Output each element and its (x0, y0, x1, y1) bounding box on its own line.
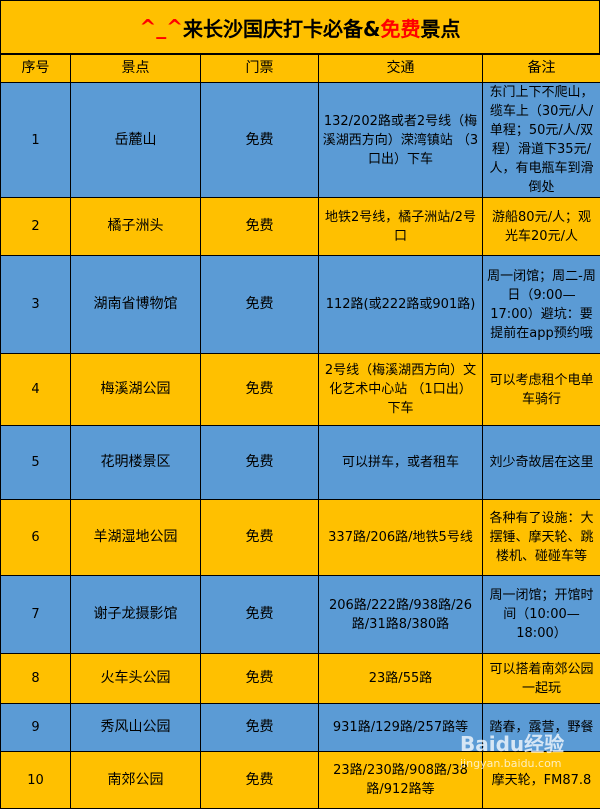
cell-name: 火车头公园 (71, 654, 201, 704)
cell-note: 可以搭着南郊公园一起玩 (483, 654, 600, 704)
title-suffix: 景点 (420, 13, 460, 42)
cell-name: 谢子龙摄影馆 (71, 576, 201, 654)
title-main: 来长沙国庆打卡必备& (183, 13, 380, 42)
cell-ticket: 免费 (201, 704, 319, 752)
cell-transport: 23路/230路/908路/38路/912路等 (319, 752, 483, 809)
cell-name: 岳麓山 (71, 83, 201, 198)
cell-transport: 可以拼车，或者租车 (319, 426, 483, 500)
header-ticket: 门票 (201, 55, 319, 83)
cell-note: 东门上下不爬山，缆车上（30元/人/单程；50元/人/双程）滑道下35元/人，有… (483, 83, 600, 198)
cell-note: 可以考虑租个电单车骑行 (483, 354, 600, 426)
cell-name: 花明楼景区 (71, 426, 201, 500)
title-highlight: 免费 (380, 13, 420, 42)
cell-no: 4 (1, 354, 71, 426)
cell-no: 1 (1, 83, 71, 198)
cell-ticket: 免费 (201, 654, 319, 704)
cell-note: 周一闭馆；周二-周日（9:00—17:00）避坑：要提前在app预约哦 (483, 256, 600, 354)
cell-no: 5 (1, 426, 71, 500)
cell-no: 7 (1, 576, 71, 654)
cell-name: 橘子洲头 (71, 198, 201, 256)
cell-no: 10 (1, 752, 71, 809)
cell-note: 周一闭馆；开馆时间（10:00—18:00） (483, 576, 600, 654)
cell-transport: 132/202路或者2号线（梅溪湖西方向）溁湾镇站 （3口出）下车 (319, 83, 483, 198)
cell-ticket: 免费 (201, 256, 319, 354)
cell-note: 游船80元/人；观光车20元/人 (483, 198, 600, 256)
cell-note: 各种有了设施：大摆锤、摩天轮、跳楼机、碰碰车等 (483, 500, 600, 576)
cell-note: 摩天轮，FM87.8 (483, 752, 600, 809)
cell-no: 2 (1, 198, 71, 256)
cell-name: 秀风山公园 (71, 704, 201, 752)
header-note: 备注 (483, 55, 600, 83)
cell-transport: 337路/206路/地铁5号线 (319, 500, 483, 576)
cell-no: 3 (1, 256, 71, 354)
title-emoticon: ^_^ (140, 15, 184, 39)
cell-name: 梅溪湖公园 (71, 354, 201, 426)
cell-name: 南郊公园 (71, 752, 201, 809)
cell-transport: 112路(或222路或901路) (319, 256, 483, 354)
page-title: ^_^ 来长沙国庆打卡必备& 免费 景点 (0, 0, 600, 54)
table-header: 序号 景点 门票 交通 备注 (1, 55, 600, 83)
cell-name: 羊湖湿地公园 (71, 500, 201, 576)
cell-name: 湖南省博物馆 (71, 256, 201, 354)
cell-ticket: 免费 (201, 198, 319, 256)
cell-ticket: 免费 (201, 576, 319, 654)
header-no: 序号 (1, 55, 71, 83)
cell-no: 8 (1, 654, 71, 704)
cell-no: 6 (1, 500, 71, 576)
cell-transport: 931路/129路/257路等 (319, 704, 483, 752)
cell-ticket: 免费 (201, 426, 319, 500)
cell-ticket: 免费 (201, 500, 319, 576)
cell-transport: 206路/222路/938路/26路/31路8/380路 (319, 576, 483, 654)
cell-note: 踏春，露营，野餐 (483, 704, 600, 752)
cell-ticket: 免费 (201, 83, 319, 198)
cell-note: 刘少奇故居在这里 (483, 426, 600, 500)
cell-transport: 地铁2号线，橘子洲站/2号口 (319, 198, 483, 256)
cell-no: 9 (1, 704, 71, 752)
cell-transport: 2号线（梅溪湖西方向）文化艺术中心站 （1口出） 下车 (319, 354, 483, 426)
header-name: 景点 (71, 55, 201, 83)
cell-ticket: 免费 (201, 354, 319, 426)
cell-transport: 23路/55路 (319, 654, 483, 704)
header-transport: 交通 (319, 55, 483, 83)
cell-ticket: 免费 (201, 752, 319, 809)
